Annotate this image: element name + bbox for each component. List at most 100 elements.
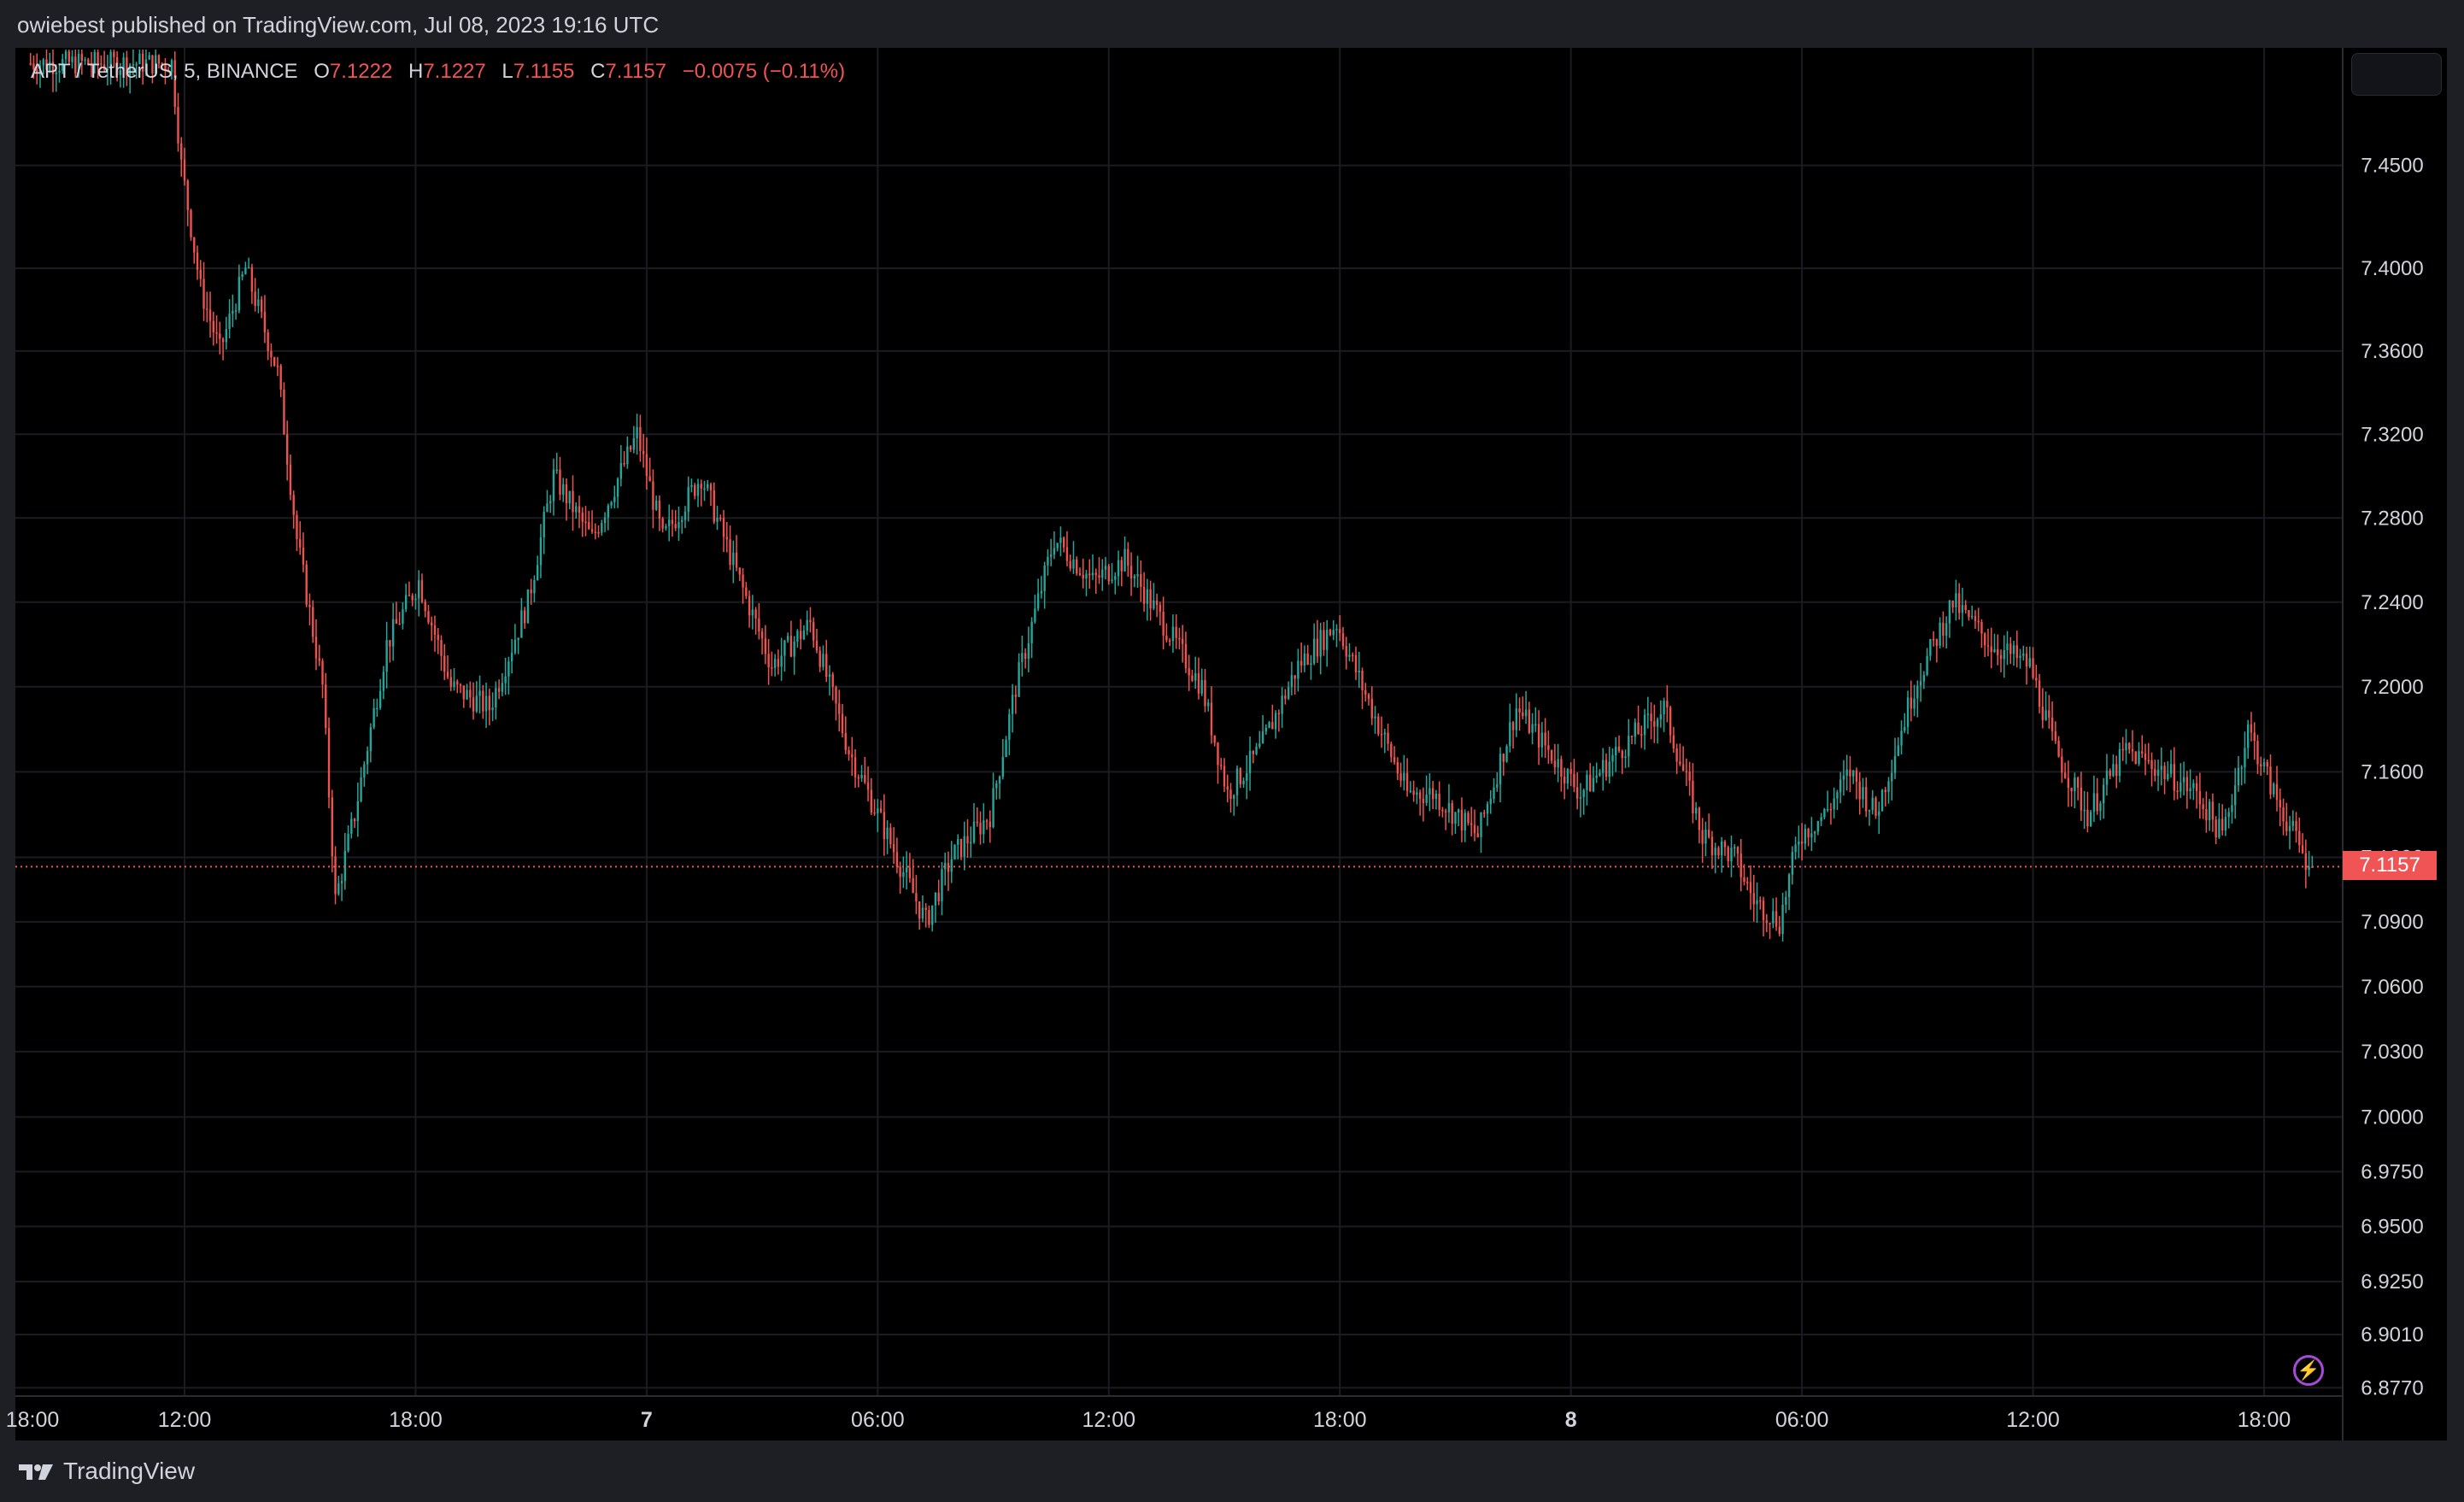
candle-body bbox=[895, 852, 899, 867]
candle-body bbox=[250, 267, 254, 292]
candle-body bbox=[629, 446, 632, 450]
candle-body bbox=[260, 299, 263, 312]
candle-body bbox=[1252, 750, 1255, 754]
candle-body bbox=[74, 56, 77, 74]
candle-body bbox=[1416, 792, 1418, 795]
candle-body bbox=[976, 821, 978, 824]
scale-button[interactable] bbox=[2351, 53, 2442, 96]
candle-body bbox=[1399, 773, 1402, 781]
candle-body bbox=[321, 660, 324, 685]
candle-body bbox=[64, 51, 67, 60]
candle-body bbox=[2308, 866, 2310, 871]
candle-body bbox=[632, 438, 636, 450]
candle-body bbox=[1681, 764, 1685, 772]
candle-body bbox=[312, 607, 314, 637]
current-price-tag: 7.1157 bbox=[2343, 851, 2437, 880]
candle-body bbox=[2015, 645, 2018, 659]
lightning-icon[interactable]: ⚡ bbox=[2293, 1355, 2324, 1386]
candle-body bbox=[2218, 818, 2221, 838]
candle-body bbox=[1104, 566, 1107, 570]
candle-body bbox=[1765, 920, 1768, 924]
candle-body bbox=[854, 757, 857, 777]
candle-body bbox=[135, 63, 138, 66]
candle-body bbox=[802, 631, 806, 640]
candle-body bbox=[1575, 787, 1579, 799]
published-bar: owiebest published on TradingView.com, J… bbox=[0, 0, 2464, 48]
candle-body bbox=[2304, 853, 2308, 871]
candle-body bbox=[1650, 713, 1652, 722]
candle-body bbox=[38, 65, 42, 74]
candle-body bbox=[2253, 732, 2256, 742]
candle-body bbox=[2195, 783, 2198, 791]
candle-body bbox=[106, 68, 109, 71]
candle-body bbox=[2061, 756, 2063, 773]
candle-body bbox=[700, 484, 702, 489]
candle-body bbox=[469, 689, 472, 698]
candle-body bbox=[475, 695, 478, 712]
candle-body bbox=[1486, 804, 1489, 814]
candle-body bbox=[1685, 771, 1688, 772]
candle-body bbox=[1053, 548, 1056, 555]
candle-body bbox=[1159, 605, 1162, 613]
candle-body bbox=[681, 519, 683, 522]
candle-body bbox=[1001, 757, 1005, 777]
candle-body bbox=[1021, 653, 1024, 662]
candle-body bbox=[353, 818, 356, 822]
chart-area[interactable] bbox=[15, 48, 2447, 1440]
candle-body bbox=[100, 63, 103, 65]
tradingview-brand[interactable]: TradingView bbox=[17, 1458, 195, 1484]
candle-body bbox=[658, 500, 661, 519]
candle-body bbox=[190, 209, 192, 238]
candle-body bbox=[729, 539, 731, 566]
candle-body bbox=[219, 333, 221, 339]
candle-body bbox=[959, 839, 963, 857]
candle-body bbox=[709, 484, 713, 490]
symbol-label[interactable]: APT / TetherUS, 5, BINANCE bbox=[31, 60, 298, 83]
candle-body bbox=[603, 517, 607, 524]
price-tick-label: 7.2000 bbox=[2361, 676, 2423, 699]
high-value: 7.1227 bbox=[423, 60, 486, 83]
candle-body bbox=[751, 609, 754, 616]
candle-body bbox=[507, 661, 510, 677]
price-axis[interactable]: 7.4500 7.4000 7.3600 7.3200 7.2800 7.2400 7.20… bbox=[2361, 155, 2423, 1400]
candle-body bbox=[2115, 764, 2118, 777]
candle-body bbox=[796, 631, 799, 642]
candle-body bbox=[208, 309, 212, 321]
candle-body bbox=[296, 514, 298, 540]
candle-body bbox=[2134, 751, 2137, 765]
candle-body bbox=[1961, 605, 1964, 613]
candle-body bbox=[2244, 748, 2246, 768]
candle-body bbox=[539, 537, 543, 566]
candle-body bbox=[122, 57, 125, 71]
candle-body bbox=[183, 159, 186, 181]
candle-body bbox=[966, 836, 969, 844]
candle-body bbox=[373, 707, 375, 728]
candle-body bbox=[777, 659, 780, 667]
candle-body bbox=[873, 812, 876, 814]
candle-body bbox=[2247, 724, 2250, 748]
candle-body bbox=[2224, 817, 2227, 831]
candle-body bbox=[279, 366, 282, 390]
candle-body bbox=[376, 707, 378, 710]
candle-body bbox=[115, 56, 119, 75]
candle-body bbox=[1980, 622, 1983, 634]
candle-body bbox=[1085, 573, 1088, 579]
candle-body bbox=[1271, 722, 1274, 730]
candle-body bbox=[783, 640, 786, 656]
candle-body bbox=[1524, 709, 1528, 717]
candle-body bbox=[754, 609, 757, 619]
candle-body bbox=[45, 59, 48, 70]
time-axis[interactable]: 18:00 12:00 18:00 7 06:00 12:00 18:00 8 06:00 12:… bbox=[6, 1408, 2291, 1432]
candle-body bbox=[654, 500, 658, 510]
candle-body bbox=[1749, 882, 1752, 894]
candle-body bbox=[484, 695, 488, 712]
candle-body bbox=[1974, 615, 1977, 621]
candle-body bbox=[1929, 638, 1932, 656]
candle-body bbox=[2086, 809, 2089, 827]
candle-body bbox=[2295, 820, 2297, 831]
candle-body bbox=[1310, 663, 1312, 666]
candle-body bbox=[838, 703, 841, 714]
candle-body bbox=[1778, 926, 1781, 935]
candle-body bbox=[389, 640, 391, 647]
